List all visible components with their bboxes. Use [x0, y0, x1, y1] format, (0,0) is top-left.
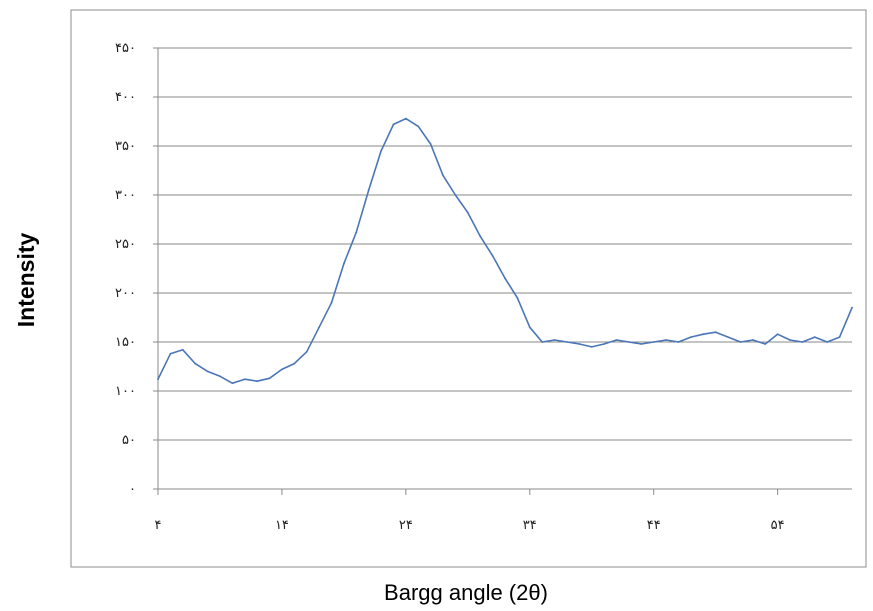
data-point: [652, 341, 655, 343]
x-tick-label: ۲۴: [399, 518, 413, 533]
data-point: [442, 174, 444, 177]
x-tick-labels: ۴ ۱۴ ۲۴ ۳۴ ۴۴ ۵۴: [155, 518, 785, 533]
data-point: [789, 339, 791, 341]
y-tick-label: ۳۵۰: [115, 139, 136, 154]
data-point: [516, 297, 519, 299]
data-point: [157, 378, 159, 381]
data-point: [702, 333, 705, 336]
data-point: [851, 306, 853, 309]
y-tick-label: ۳۰۰: [115, 188, 136, 203]
data-point: [801, 341, 804, 343]
data-point: [169, 352, 172, 355]
x-tick-label: ۵۴: [771, 518, 785, 533]
y-tick-label: ۱۰۰: [115, 384, 136, 399]
data-point: [343, 262, 345, 265]
data-point: [677, 341, 680, 343]
data-point: [615, 339, 618, 341]
data-point: [504, 277, 506, 280]
series-lines: [157, 117, 853, 385]
data-point: [739, 341, 742, 343]
y-tick-labels: ۰ ۵۰ ۱۰۰ ۱۵۰ ۲۰۰ ۲۵۰ ۳۰۰ ۳۵۰ ۴۰۰ ۴۵۰: [115, 41, 136, 497]
x-tick-label: ۳۴: [523, 518, 537, 533]
data-point: [417, 125, 420, 128]
data-point: [764, 343, 767, 345]
data-point: [429, 143, 432, 145]
data-point: [281, 368, 283, 371]
data-point: [690, 336, 692, 338]
data-point: [838, 336, 841, 338]
data-point: [640, 343, 643, 345]
data-point: [454, 194, 457, 196]
data-point: [479, 235, 482, 238]
data-point: [330, 301, 333, 304]
gridlines: [158, 47, 852, 441]
y-tick-label: ۰: [129, 482, 136, 497]
y-tick-label: ۴۵۰: [115, 41, 136, 56]
data-point: [380, 150, 382, 152]
data-point: [367, 189, 370, 192]
x-axis-label: Bargg angle (2θ): [384, 580, 548, 605]
x-tick-label: ۴۴: [647, 518, 661, 533]
y-tick-label: ۵۰: [122, 433, 136, 448]
data-point: [578, 343, 581, 345]
y-tick-label: ۲۰۰: [115, 286, 136, 301]
data-point: [826, 341, 829, 343]
data-point: [553, 339, 556, 341]
chart-frame: [70, 9, 867, 568]
data-point: [466, 211, 469, 214]
data-point: [256, 380, 258, 383]
y-tick-label: ۱۵۰: [115, 335, 136, 350]
data-point: [491, 254, 494, 257]
data-point: [752, 339, 754, 341]
data-point: [355, 231, 358, 234]
data-point: [566, 341, 568, 343]
x-tick-label: ۱۴: [275, 518, 289, 533]
data-point: [392, 123, 395, 126]
data-point: [776, 333, 779, 336]
y-tick-label: ۲۵۰: [115, 237, 136, 252]
data-point: [727, 336, 729, 338]
data-point: [318, 326, 320, 329]
data-point: [194, 362, 197, 365]
data-point: [305, 350, 308, 353]
data-point: [590, 346, 593, 348]
data-point: [181, 348, 184, 351]
data-point: [405, 117, 407, 120]
data-point: [206, 370, 209, 373]
data-point: [293, 362, 296, 365]
data-point: [628, 341, 630, 343]
data-point: [528, 326, 531, 329]
x-tick-label: ۴: [155, 518, 162, 533]
data-point: [541, 341, 544, 343]
data-point: [603, 343, 605, 345]
data-point: [813, 336, 816, 338]
data-point: [268, 377, 271, 380]
axes: [153, 47, 852, 495]
y-axis-label: Intensity: [13, 233, 39, 328]
data-point: [714, 331, 717, 334]
data-point: [243, 378, 246, 381]
data-point: [231, 382, 234, 385]
data-point: [665, 339, 667, 341]
data-point: [219, 375, 221, 378]
y-tick-label: ۴۰۰: [115, 90, 136, 105]
